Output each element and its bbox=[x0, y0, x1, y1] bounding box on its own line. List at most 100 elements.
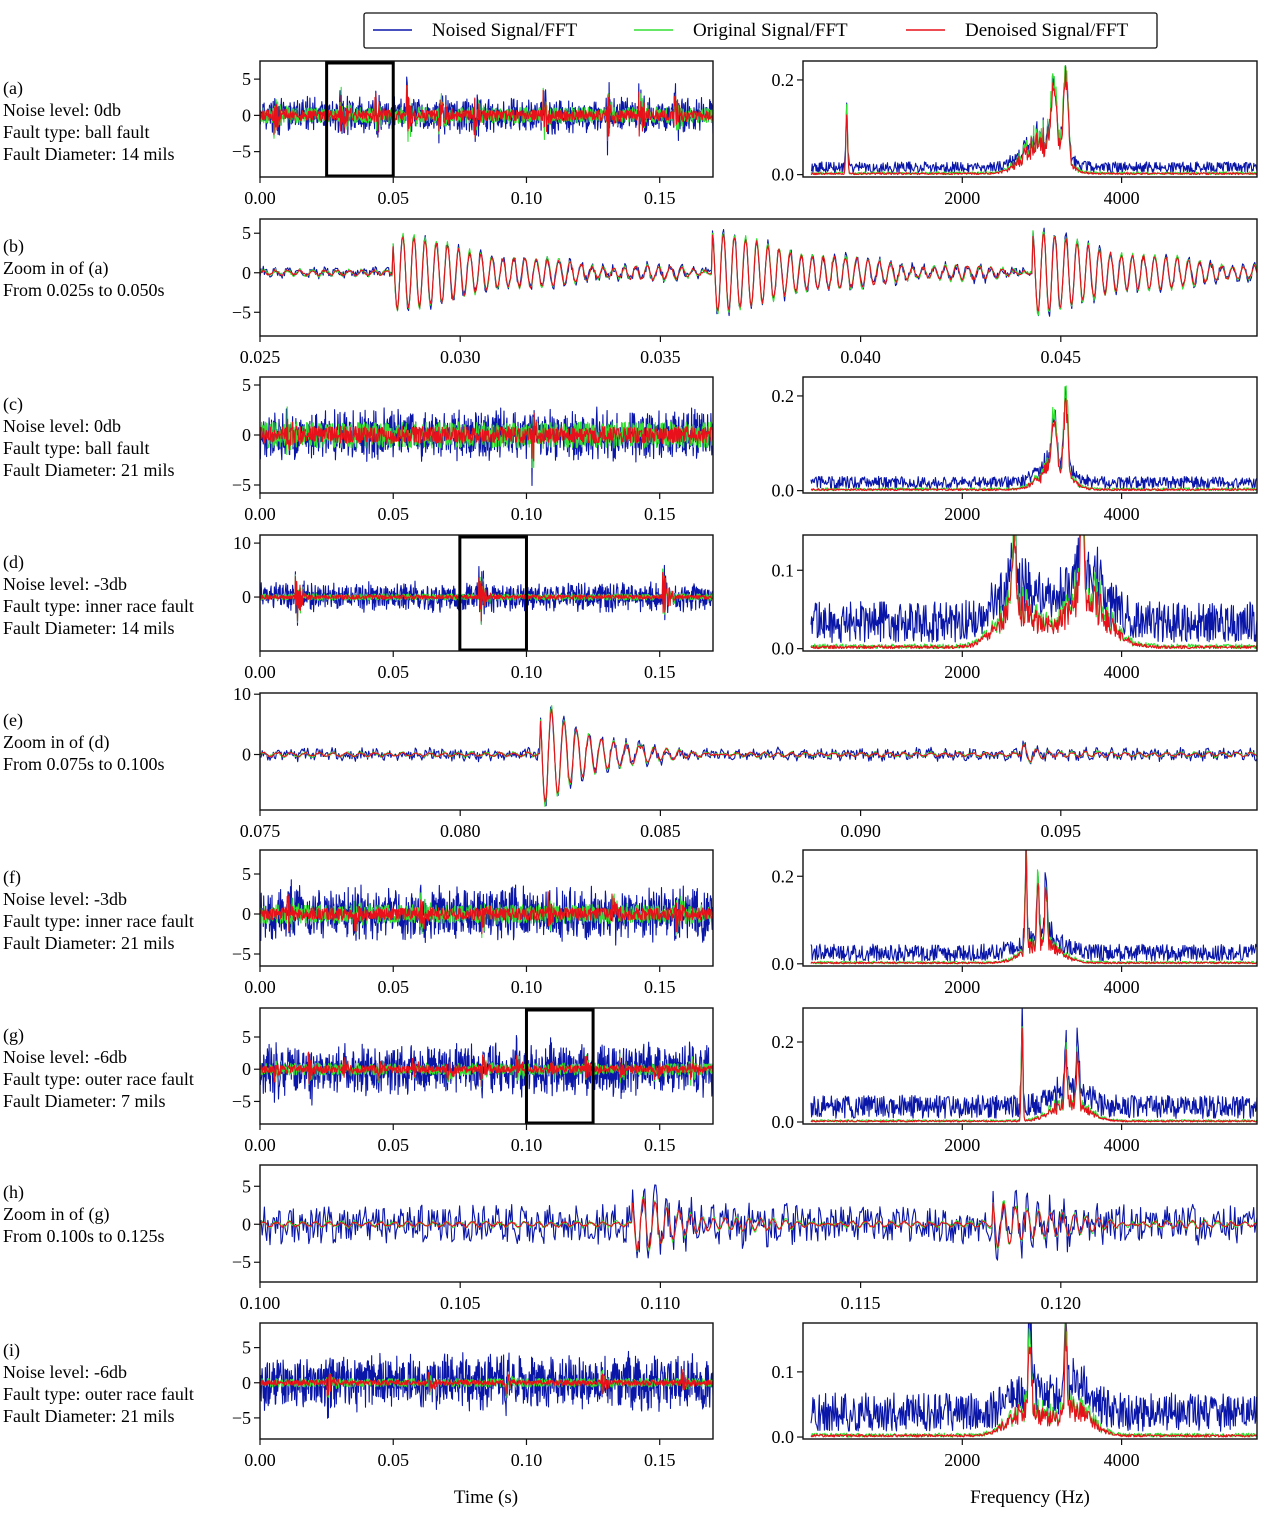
zoom-region-box bbox=[524, 1008, 595, 1125]
panel-label-i: Noise level: -6db bbox=[3, 1362, 127, 1382]
x-tick-label: 0.025 bbox=[240, 347, 281, 367]
x-tick-label: 2000 bbox=[944, 188, 980, 208]
x-tick-label: 0.110 bbox=[640, 1293, 680, 1313]
y-tick-label: 0.2 bbox=[772, 866, 795, 886]
x-tick-label: 0.05 bbox=[377, 662, 409, 682]
frequency-axis-title: Frequency (Hz) bbox=[970, 1487, 1090, 1508]
panel-label-a: Fault Diameter: 14 mils bbox=[3, 144, 174, 164]
panel-d-fft: 2000 4000 0.0 0.1 bbox=[772, 534, 1258, 682]
x-tick-label: 2000 bbox=[944, 504, 980, 524]
x-tick-label: 0.035 bbox=[640, 347, 681, 367]
axes-frame bbox=[802, 1007, 1258, 1125]
x-tick-label: 0.00 bbox=[244, 977, 276, 997]
panel-i-fft: 2000 4000 0.0 0.1 bbox=[772, 1322, 1258, 1470]
panel-c: 0.00 0.05 0.10 0.15−505(c)Noise level: 0dbF… bbox=[3, 375, 714, 524]
panel-label-a: (a) bbox=[3, 78, 23, 99]
axes-frame bbox=[259, 692, 1258, 811]
panel-label-f: Fault type: inner race fault bbox=[3, 911, 194, 931]
x-tick-label: 0.00 bbox=[244, 1135, 276, 1155]
x-tick-label: 0.040 bbox=[840, 347, 881, 367]
noised-series-c-fft bbox=[810, 386, 1257, 490]
panel-label-h: From 0.100s to 0.125s bbox=[3, 1226, 165, 1246]
x-tick-label: 0.10 bbox=[511, 662, 543, 682]
y-tick-label: 0 bbox=[242, 1373, 251, 1393]
series-group bbox=[260, 227, 1257, 317]
panel-label-i: (i) bbox=[3, 1340, 20, 1361]
x-tick-label: 4000 bbox=[1104, 662, 1140, 682]
panel-label-h: (h) bbox=[3, 1182, 24, 1203]
denoised-series-d-fft bbox=[810, 535, 1257, 650]
y-tick-label: 0.1 bbox=[772, 560, 795, 580]
series-group bbox=[810, 1323, 1257, 1438]
noised-series-i-fft bbox=[810, 1323, 1257, 1432]
y-tick-label: −5 bbox=[232, 475, 251, 495]
series-group bbox=[260, 76, 713, 156]
x-tick-label: 0.15 bbox=[644, 1450, 676, 1470]
y-tick-label: 10 bbox=[233, 684, 251, 704]
y-tick-label: 0 bbox=[242, 263, 251, 283]
y-tick-label: 0.0 bbox=[772, 481, 795, 501]
x-tick-label: 0.075 bbox=[240, 821, 281, 841]
x-tick-label: 0.15 bbox=[644, 1135, 676, 1155]
x-tick-label: 4000 bbox=[1104, 977, 1140, 997]
panel-label-i: Fault type: outer race fault bbox=[3, 1384, 194, 1404]
denoised-series-g bbox=[260, 1051, 713, 1087]
y-tick-label: −5 bbox=[232, 302, 251, 322]
y-tick-label: 5 bbox=[242, 1027, 251, 1047]
noised-series-f-fft bbox=[810, 850, 1257, 962]
panel-label-g: (g) bbox=[3, 1025, 24, 1046]
axes-frame bbox=[802, 849, 1258, 967]
x-tick-label: 0.080 bbox=[440, 821, 481, 841]
panel-label-h: Zoom in of (g) bbox=[3, 1204, 109, 1225]
axes-frame bbox=[259, 534, 714, 652]
denoised-series-i bbox=[260, 1369, 713, 1397]
x-tick-label: 4000 bbox=[1104, 188, 1140, 208]
noised-series-d-fft bbox=[810, 535, 1257, 643]
panel-label-b: Zoom in of (a) bbox=[3, 258, 108, 279]
panels: 0.00 0.05 0.10 0.15−505(a)Noise level: 0dbF… bbox=[3, 60, 1258, 1470]
panel-label-c: Fault Diameter: 21 mils bbox=[3, 460, 174, 480]
y-tick-label: 0 bbox=[242, 1214, 251, 1234]
panel-label-f: Fault Diameter: 21 mils bbox=[3, 933, 174, 953]
x-tick-label: 0.105 bbox=[440, 1293, 481, 1313]
x-tick-label: 0.00 bbox=[244, 504, 276, 524]
y-tick-label: 0.2 bbox=[772, 1032, 795, 1052]
axes-frame bbox=[259, 1322, 714, 1440]
panel-label-g: Noise level: -6db bbox=[3, 1047, 127, 1067]
x-tick-label: 0.15 bbox=[644, 662, 676, 682]
y-tick-label: −5 bbox=[232, 1091, 251, 1111]
panel-e: 0.075 0.080 0.085 0.090 0.095 0 10 (e)Zoom in o… bbox=[3, 684, 1258, 841]
original-series-i bbox=[260, 1369, 713, 1399]
panel-label-a: Noise level: 0db bbox=[3, 100, 121, 120]
y-tick-label: 0 bbox=[242, 1059, 251, 1079]
denoised-series-g-fft bbox=[810, 1027, 1257, 1123]
y-tick-label: 0 bbox=[242, 587, 251, 607]
y-tick-label: 5 bbox=[242, 1338, 251, 1358]
original-series-a-fft bbox=[810, 65, 1257, 176]
axes-frame bbox=[259, 218, 1258, 337]
axes-frame bbox=[802, 1322, 1258, 1440]
denoised-series-h bbox=[260, 1197, 1257, 1252]
panel-f-fft: 2000 4000 0.0 0.2 bbox=[772, 849, 1258, 997]
axes-frame bbox=[259, 849, 714, 967]
y-tick-label: 5 bbox=[242, 1176, 251, 1196]
legend-label-denoised: Denoised Signal/FFT bbox=[965, 20, 1128, 41]
panel-h: 0.100 0.105 0.110 0.115 0.120 −5 0 5 (h)Zoom in … bbox=[3, 1164, 1258, 1313]
legend-label-noised: Noised Signal/FFT bbox=[432, 20, 578, 41]
denoised-series-c-fft bbox=[810, 397, 1257, 492]
original-series-c-fft bbox=[810, 385, 1257, 492]
y-tick-label: 5 bbox=[242, 69, 251, 89]
x-tick-label: 0.15 bbox=[644, 504, 676, 524]
panel-g: 0.00 0.05 0.10 0.15 −5 0 5 (g)Noise level: -6db… bbox=[3, 1007, 714, 1155]
axes-frame bbox=[802, 376, 1258, 494]
panel-c-fft: 2000 4000 0.0 0.2 bbox=[772, 376, 1258, 524]
panel-a-fft: 2000 4000 0.0 0.2 bbox=[772, 60, 1258, 208]
x-tick-label: 0.100 bbox=[240, 1293, 281, 1313]
legend: Noised Signal/FFT Original Signal/FFT De… bbox=[363, 12, 1158, 49]
panel-g-fft: 2000 4000 0.0 0.2 bbox=[772, 1007, 1258, 1155]
x-tick-label: 0.10 bbox=[511, 977, 543, 997]
panel-label-f: Noise level: -3db bbox=[3, 889, 127, 909]
series-group bbox=[260, 1184, 1257, 1261]
x-tick-label: 0.05 bbox=[377, 504, 409, 524]
